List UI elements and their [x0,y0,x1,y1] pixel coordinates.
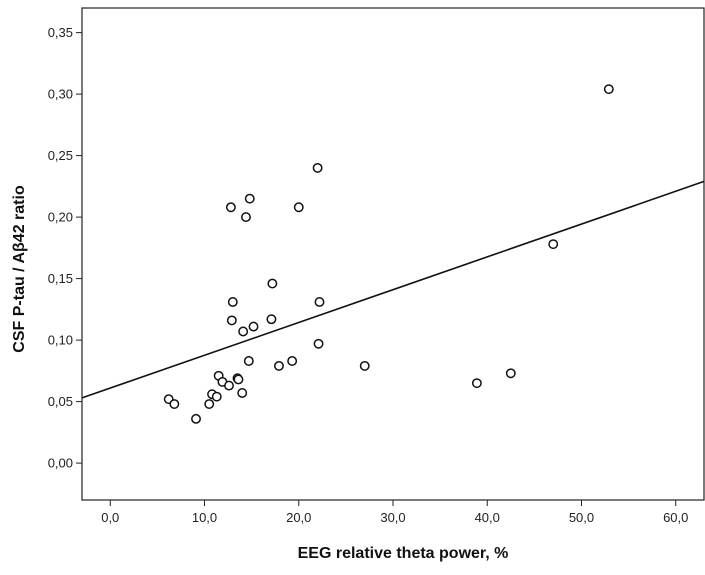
data-point [266,314,277,325]
data-point [313,338,324,349]
regression-line-layer [81,180,705,399]
regression-line [81,180,705,399]
data-point [211,391,222,402]
data-point [359,360,370,371]
data-point [237,388,248,398]
data-point [225,202,236,213]
y-tick-label: 0,20 [48,210,73,225]
y-tick-label: 0,10 [48,333,73,348]
x-tick-label: 20,0 [286,510,311,525]
x-tick-label: 10,0 [192,510,217,525]
x-tick-label: 0,0 [101,510,119,525]
y-tick-label: 0,00 [48,456,73,471]
y-tick-label: 0,05 [48,394,73,409]
y-axis-title: CSF P-tau / Aβ42 ratio [11,185,28,353]
plot-frame [81,7,705,501]
x-tick-label: 50,0 [569,510,594,525]
data-point [312,162,323,173]
data-point [191,413,201,424]
data-point [293,202,304,213]
data-point [241,212,251,223]
data-point [233,374,244,385]
data-point [505,368,516,379]
data-point [548,239,559,250]
x-tick-label: 40,0 [475,510,500,525]
x-tick-label: 30,0 [380,510,405,525]
data-points [163,84,614,424]
data-point [267,278,278,289]
x-axis-title: EEG relative theta power, % [298,545,509,562]
data-point [204,399,215,410]
data-point [244,193,255,204]
y-tick-label: 0,30 [48,87,73,102]
x-tick-label: 60,0 [663,510,688,525]
data-point [224,380,234,391]
data-point [169,399,180,410]
data-point [603,84,614,95]
y-tick-label: 0,35 [48,25,73,40]
data-point [471,378,482,389]
y-tick-label: 0,25 [48,148,73,163]
data-point [243,356,254,366]
data-point [226,315,237,326]
data-point [287,356,298,366]
data-point [227,297,238,307]
axes: 0,0 10,0 20,0 30,0 40,0 50,0 60,0 0,00 0,05 0,10 0… [48,7,705,525]
data-point [248,321,259,332]
data-point [274,360,284,371]
y-tick-label: 0,15 [48,271,73,286]
data-point [238,326,249,337]
data-point [314,297,325,307]
